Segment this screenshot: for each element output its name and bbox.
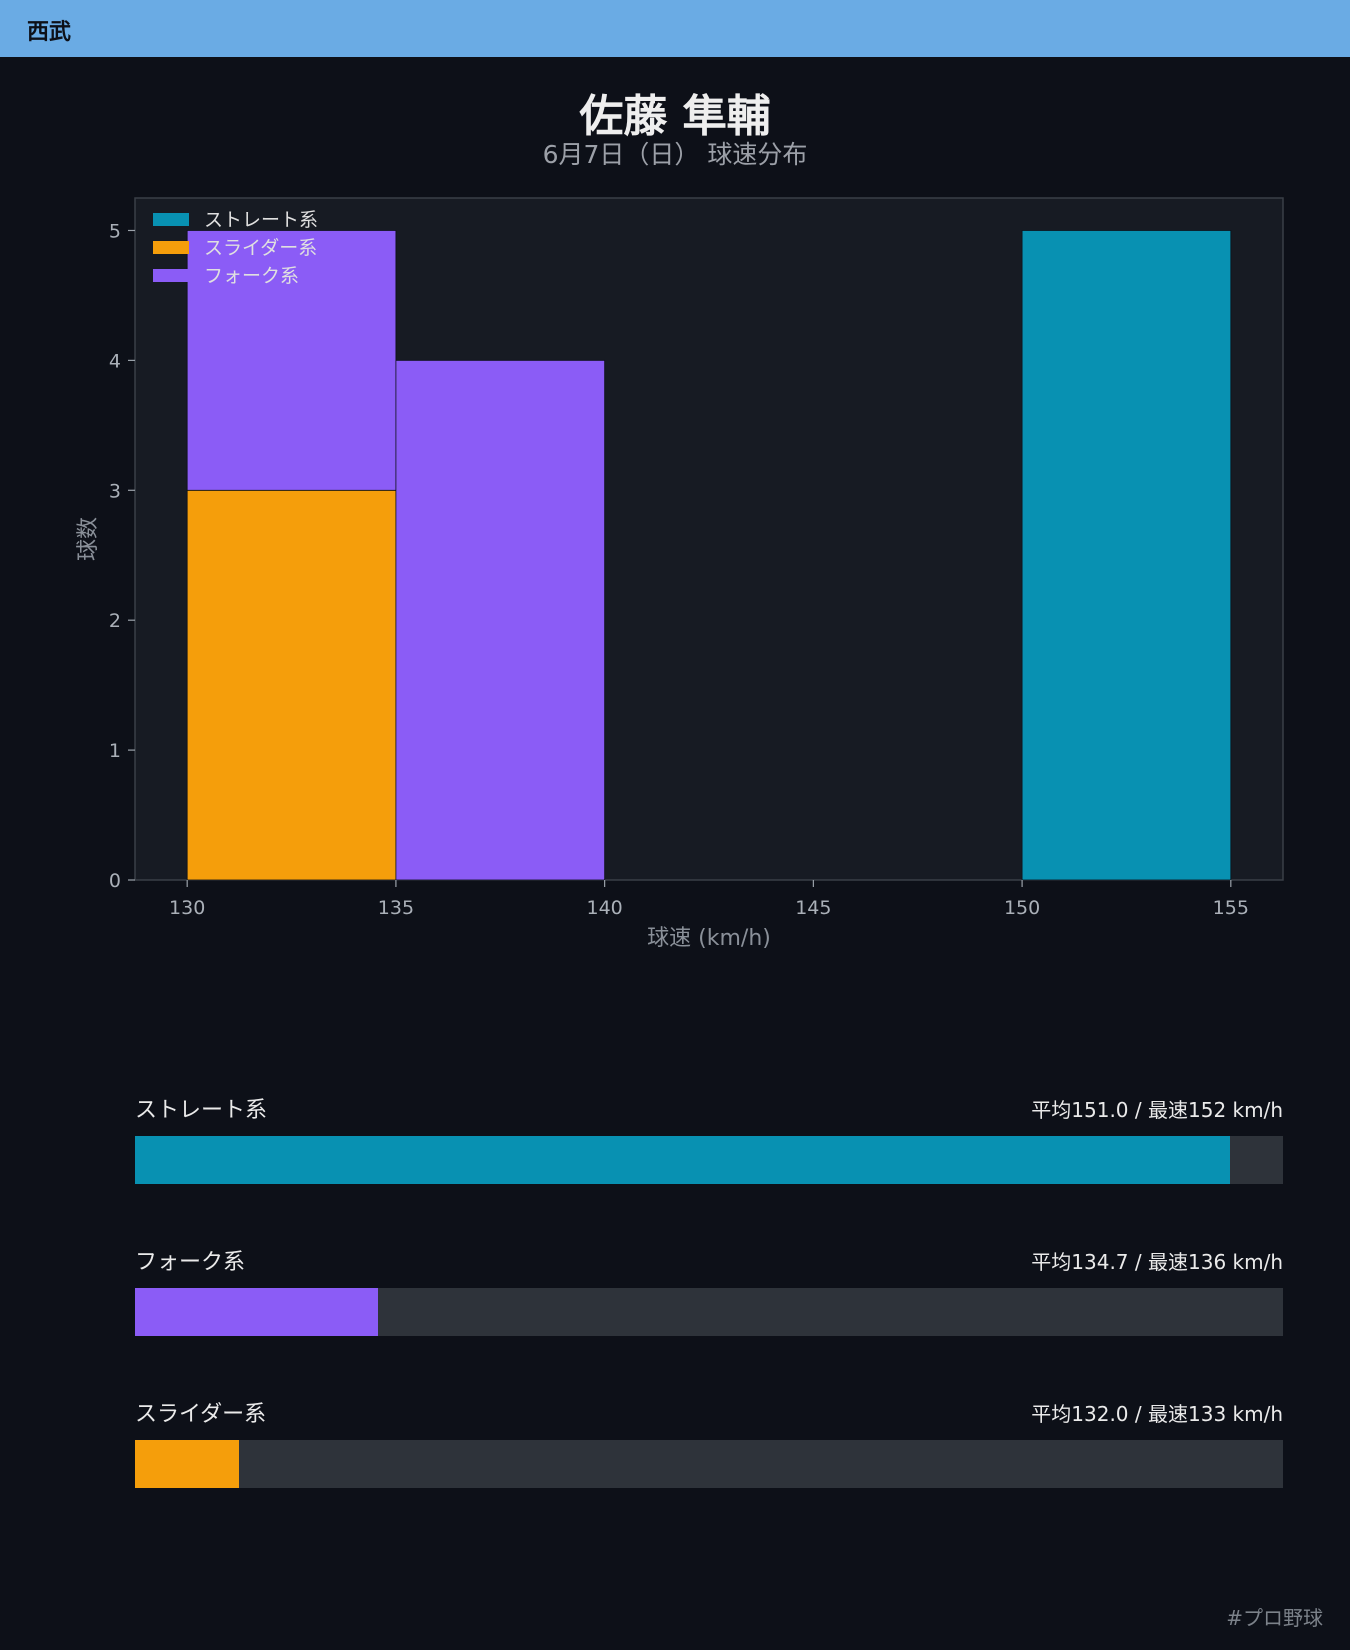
stat-fill-bar bbox=[135, 1288, 379, 1336]
stat-name: ストレート系 bbox=[135, 1098, 268, 1123]
stat-name: スライダー系 bbox=[135, 1402, 267, 1427]
legend-swatch bbox=[153, 241, 189, 254]
stat-track bbox=[135, 1288, 1283, 1336]
stat-value: 平均151.0 / 最速152 km/h bbox=[1031, 1098, 1283, 1122]
y-tick-label: 4 bbox=[109, 350, 121, 372]
legend-swatch bbox=[153, 213, 189, 226]
legend-label: スライダー系 bbox=[204, 237, 317, 259]
y-tick-label: 3 bbox=[109, 480, 121, 502]
page-subtitle: 6月7日（日） 球速分布 bbox=[542, 140, 808, 169]
stat-value: 平均132.0 / 最速133 km/h bbox=[1031, 1402, 1283, 1426]
stat-name: フォーク系 bbox=[135, 1250, 246, 1275]
x-tick-label: 145 bbox=[795, 897, 831, 919]
bar bbox=[186, 230, 397, 491]
x-tick-label: 155 bbox=[1213, 897, 1249, 919]
y-tick-label: 2 bbox=[109, 610, 121, 632]
hashtag: #プロ野球 bbox=[1226, 1606, 1323, 1630]
stat-track bbox=[135, 1136, 1283, 1184]
bar bbox=[395, 359, 606, 881]
stat-value: 平均134.7 / 最速136 km/h bbox=[1031, 1250, 1283, 1274]
y-tick-label: 5 bbox=[109, 220, 121, 242]
x-tick-label: 135 bbox=[378, 897, 414, 919]
legend-label: フォーク系 bbox=[204, 265, 299, 287]
legend-label: ストレート系 bbox=[204, 209, 318, 231]
bar bbox=[1021, 230, 1232, 881]
y-tick-label: 1 bbox=[109, 740, 121, 762]
bar bbox=[186, 489, 397, 881]
stat-fill-bar bbox=[135, 1440, 240, 1488]
team-name: 西武 bbox=[27, 20, 72, 45]
team-header-bar: 西武 bbox=[0, 0, 1350, 57]
y-axis-label: 球数 bbox=[76, 517, 101, 561]
x-tick-label: 140 bbox=[587, 897, 623, 919]
x-tick-label: 150 bbox=[1004, 897, 1040, 919]
x-axis-label: 球速 (km/h) bbox=[647, 926, 771, 951]
stat-track bbox=[135, 1440, 1283, 1488]
speed-histogram-chart: 130 135 140 145 150 155 0 1 2 3 4 5 球速 (km/h) 球数 ストレート… bbox=[76, 197, 1284, 951]
x-tick-label: 130 bbox=[169, 897, 205, 919]
legend-swatch bbox=[153, 269, 189, 282]
y-tick-label: 0 bbox=[109, 870, 121, 892]
page-title: 佐藤 隼輔 bbox=[579, 91, 771, 142]
stat-fill-bar bbox=[135, 1136, 1231, 1184]
